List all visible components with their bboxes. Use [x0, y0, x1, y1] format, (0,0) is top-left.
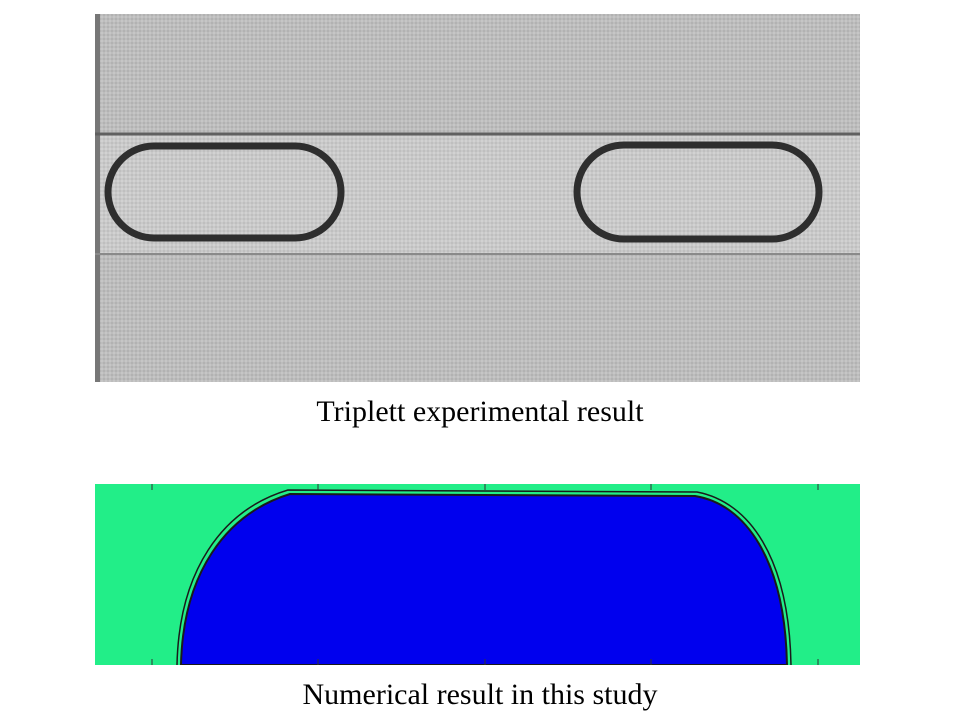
left-bubble — [104, 142, 345, 242]
right-bubble — [573, 141, 823, 243]
numerical-caption: Numerical result in this study — [302, 678, 658, 711]
interface-contour — [176, 489, 792, 665]
numerical-image — [95, 484, 860, 665]
image-left-border — [95, 14, 100, 382]
experimental-caption: Triplett experimental result — [316, 395, 644, 428]
tick-marks — [151, 484, 819, 665]
experimental-image — [95, 14, 860, 382]
gas-bubble — [179, 492, 789, 665]
